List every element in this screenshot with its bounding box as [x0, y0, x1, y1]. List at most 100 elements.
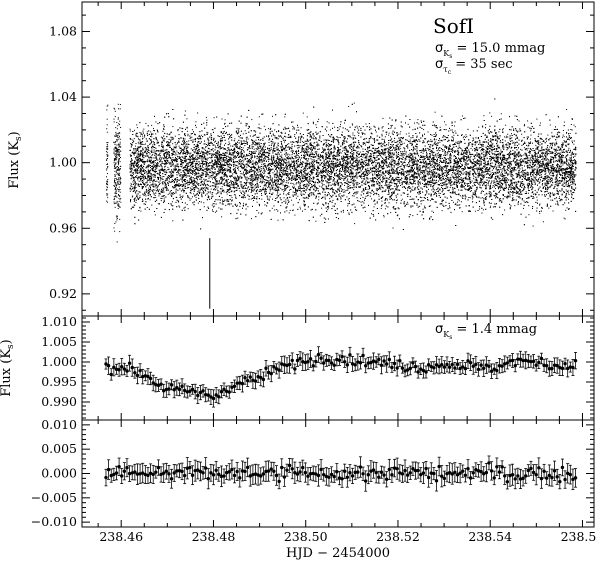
raw-flux-point	[194, 174, 196, 176]
raw-flux-point	[212, 167, 214, 169]
raw-flux-point	[115, 187, 117, 189]
raw-flux-point	[115, 177, 117, 179]
raw-flux-point	[119, 108, 121, 110]
raw-flux-point	[119, 124, 120, 126]
raw-flux-point	[120, 178, 122, 179]
raw-flux-point	[136, 195, 138, 197]
raw-flux-point	[117, 166, 118, 168]
raw-flux-point	[114, 159, 115, 161]
raw-flux-point	[118, 204, 120, 206]
raw-flux-point	[116, 179, 118, 181]
raw-flux-point	[301, 174, 303, 176]
raw-flux-point	[115, 135, 117, 137]
raw-flux-point	[139, 169, 141, 171]
raw-flux-point	[115, 167, 116, 169]
raw-flux-point	[106, 176, 107, 178]
raw-flux-point	[270, 188, 272, 190]
raw-flux-point	[220, 177, 222, 179]
raw-flux-point	[120, 127, 122, 128]
raw-flux-point	[116, 216, 118, 218]
raw-flux-point	[118, 155, 120, 157]
raw-flux-point	[118, 146, 120, 148]
raw-flux-point	[115, 215, 117, 217]
raw-flux-point	[117, 139, 119, 141]
raw-flux-point	[114, 202, 116, 204]
raw-flux-point	[518, 189, 520, 190]
raw-flux-point	[268, 147, 270, 149]
raw-flux-point	[116, 140, 118, 142]
raw-flux-point	[423, 199, 425, 201]
raw-flux-point	[106, 152, 108, 154]
raw-flux-point	[240, 162, 242, 164]
raw-flux-point	[113, 148, 115, 150]
raw-flux-point	[116, 152, 118, 154]
raw-flux-point	[539, 204, 540, 206]
raw-flux-point	[420, 159, 422, 161]
raw-flux-point	[114, 195, 116, 197]
raw-flux-point	[113, 203, 115, 205]
raw-flux-point	[301, 135, 303, 137]
raw-flux-point	[119, 231, 121, 233]
raw-flux-point	[113, 107, 115, 109]
raw-flux-point	[115, 127, 117, 129]
raw-flux-point	[118, 170, 120, 172]
raw-flux-point	[106, 131, 108, 133]
raw-flux-point	[289, 189, 290, 191]
raw-flux-point	[426, 142, 428, 144]
raw-flux-point	[362, 156, 364, 158]
raw-flux-point	[115, 158, 116, 160]
raw-flux-point	[113, 118, 115, 120]
raw-flux-point	[115, 133, 117, 135]
raw-flux-point	[444, 152, 446, 154]
raw-flux-point	[117, 188, 118, 190]
raw-flux-point	[117, 125, 119, 127]
raw-flux-point	[146, 153, 148, 155]
raw-flux-point	[118, 189, 120, 191]
raw-flux-point	[574, 148, 576, 150]
raw-flux-point	[564, 162, 565, 164]
raw-flux-point	[445, 183, 447, 185]
raw-flux-point	[339, 158, 341, 160]
raw-flux-point	[271, 164, 273, 166]
raw-flux-point	[106, 147, 108, 149]
raw-flux-point	[113, 196, 115, 198]
raw-flux-point	[154, 211, 155, 212]
raw-flux-point	[390, 148, 391, 149]
raw-flux-point	[115, 202, 117, 204]
raw-flux-point	[419, 177, 421, 179]
raw-flux-point	[114, 178, 115, 180]
raw-flux-point	[118, 197, 120, 199]
raw-flux-point	[119, 195, 121, 197]
raw-flux-point	[114, 170, 116, 172]
raw-flux-point	[233, 162, 235, 163]
raw-flux-point	[165, 165, 167, 167]
raw-flux-point	[119, 104, 121, 105]
raw-flux-point	[305, 192, 307, 194]
raw-flux-point	[118, 178, 119, 180]
raw-flux-point	[267, 169, 269, 171]
raw-flux-point	[119, 180, 121, 182]
raw-flux-point	[347, 138, 348, 140]
raw-flux-point	[116, 150, 118, 152]
raw-flux-point	[272, 172, 274, 174]
raw-flux-point	[116, 157, 118, 159]
raw-flux-point	[383, 158, 385, 160]
raw-flux-point	[409, 196, 411, 198]
raw-flux-point	[116, 122, 118, 123]
raw-flux-point	[120, 183, 121, 185]
raw-flux-point	[329, 158, 330, 160]
raw-flux-point	[118, 203, 120, 205]
raw-flux-point	[118, 143, 120, 145]
raw-flux-point	[119, 135, 120, 137]
raw-flux-point	[262, 151, 264, 153]
raw-flux-point	[117, 208, 119, 209]
raw-flux-point	[117, 137, 119, 139]
raw-flux-point	[259, 185, 261, 187]
raw-flux-point	[391, 124, 393, 126]
raw-flux-point	[114, 223, 116, 224]
raw-flux-point	[291, 162, 293, 164]
raw-flux-point	[236, 204, 238, 206]
raw-flux-point	[119, 195, 121, 197]
raw-flux-point	[116, 173, 118, 175]
raw-flux-point	[119, 199, 121, 201]
